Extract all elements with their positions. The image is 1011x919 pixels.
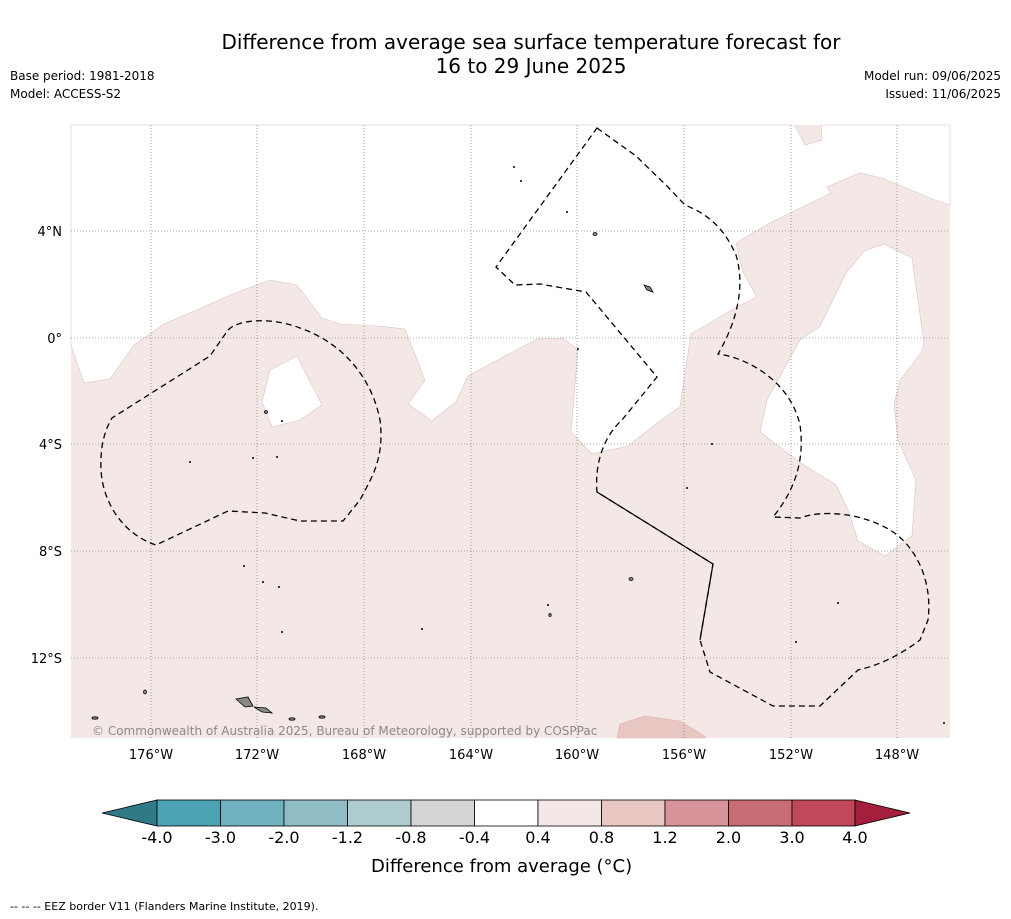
- meta-left: Base period: 1981-2018 Model: ACCESS-S2: [10, 67, 155, 103]
- atoll-13: [281, 631, 283, 633]
- near-average-region-nw: [70, 124, 951, 455]
- base-period-label: Base period: 1981-2018: [10, 69, 155, 83]
- eez-footnote: -- -- -- EEZ border V11 (Flanders Marine…: [10, 900, 319, 913]
- atoll-19: [943, 722, 945, 724]
- graticule: [71, 125, 950, 738]
- island-samoa-upolu: [253, 706, 274, 714]
- islands: [91, 232, 654, 721]
- chart-title: Difference from average sea surface temp…: [0, 30, 1011, 78]
- near-average-region-east: [759, 243, 925, 557]
- lat-label-4n: 4°N: [38, 225, 63, 240]
- lat-label-12s: 12°S: [31, 652, 62, 667]
- colorbar-bin-1: [156, 799, 221, 827]
- island-samoa-savaii: [235, 696, 254, 708]
- atoll-3: [566, 211, 568, 213]
- colorbar-tick: 0.4: [525, 828, 551, 847]
- colorbar-bin-7: [537, 799, 602, 827]
- island-small-1: [592, 232, 598, 236]
- colorbar-bin-4: [347, 799, 412, 827]
- island-small-7: [318, 715, 326, 719]
- colorbar-tick: -4.0: [141, 828, 173, 847]
- lon-label-160w: 160°W: [555, 748, 599, 763]
- eez-borders: [100, 127, 930, 707]
- island-small-3: [628, 577, 634, 581]
- colorbar-extend-low: [101, 799, 158, 827]
- lon-label-176w: 176°W: [129, 748, 173, 763]
- island-small-6: [288, 717, 296, 721]
- copyright-notice: © Commonwealth of Australia 2025, Bureau…: [92, 724, 598, 738]
- atoll-9: [686, 487, 688, 489]
- atolls: [189, 166, 945, 724]
- lon-label-164w: 164°W: [449, 748, 493, 763]
- eez-border-solid: [596, 491, 714, 641]
- colorbar-tick-labels: -4.0 -3.0 -2.0 -1.2 -0.8 -0.4 0.4 0.8 1.…: [0, 828, 1011, 848]
- island-small-2: [643, 284, 654, 293]
- colorbar-tick: 1.2: [652, 828, 678, 847]
- colorbar-tick: -0.4: [458, 828, 491, 847]
- colorbar-extend-high: [854, 799, 911, 827]
- colorbar-bin-3: [283, 799, 348, 827]
- lon-label-152w: 152°W: [769, 748, 813, 763]
- lat-label-8s: 8°S: [39, 545, 62, 560]
- warm-patch-south: [616, 715, 707, 739]
- colorbar-tick: -2.0: [268, 828, 300, 847]
- atoll-14: [421, 628, 423, 630]
- atoll-5: [252, 457, 254, 459]
- colorbar-bin-2: [220, 799, 285, 827]
- colorbar-tick: 2.0: [715, 828, 742, 847]
- colorbar-bin-5: [410, 799, 475, 827]
- atoll-16: [837, 602, 839, 604]
- colorbar-tick: 3.0: [779, 828, 805, 847]
- atoll-15: [547, 604, 549, 606]
- colorbar-bin-11: [791, 799, 856, 827]
- near-average-region-central-west: [261, 355, 323, 428]
- colorbar-tick: -3.0: [204, 828, 237, 847]
- meta-right: Model run: 09/06/2025 Issued: 11/06/2025: [864, 67, 1001, 103]
- colorbar-tick: 0.8: [588, 828, 615, 847]
- colorbar-bin-10: [728, 799, 793, 827]
- atoll-11: [262, 581, 264, 583]
- lon-label-168w: 168°W: [342, 748, 386, 763]
- model-label: Model: ACCESS-S2: [10, 87, 122, 101]
- atoll-18: [577, 348, 579, 350]
- atoll-2: [520, 180, 522, 182]
- lon-label-172w: 172°W: [235, 748, 279, 763]
- island-small-9: [548, 613, 552, 617]
- issued-label: Issued: 11/06/2025: [885, 87, 1001, 101]
- island-small-4: [143, 689, 147, 695]
- island-small-5: [91, 716, 99, 720]
- island-small-8: [264, 410, 268, 414]
- model-run-label: Model run: 09/06/2025: [863, 69, 1001, 83]
- colorbar-bin-9: [664, 799, 729, 827]
- title-line-2: 16 to 29 June 2025: [435, 54, 627, 78]
- colorbar-tick: 4.0: [842, 828, 868, 847]
- lat-label-0: 0°: [47, 332, 62, 347]
- atoll-6: [276, 456, 278, 458]
- colorbar: [101, 799, 911, 827]
- atoll-7: [281, 420, 283, 422]
- colorbar-tick: -0.8: [395, 828, 427, 847]
- atoll-17: [795, 641, 797, 643]
- atoll-12: [278, 586, 280, 588]
- atoll-10: [243, 565, 245, 567]
- eez-border-west: [100, 320, 382, 546]
- colorbar-title: Difference from average (°C): [371, 856, 633, 877]
- atoll-4: [189, 461, 191, 463]
- colorbar-tick: -1.2: [331, 828, 364, 847]
- atoll-8: [711, 443, 713, 445]
- lon-label-148w: 148°W: [875, 748, 919, 763]
- colorbar-bin-6: [474, 799, 539, 827]
- lat-label-4s: 4°S: [39, 438, 62, 453]
- title-line-1: Difference from average sea surface temp…: [221, 30, 841, 54]
- atoll-1: [513, 166, 515, 168]
- lon-label-156w: 156°W: [662, 748, 706, 763]
- colorbar-bin-8: [601, 799, 666, 827]
